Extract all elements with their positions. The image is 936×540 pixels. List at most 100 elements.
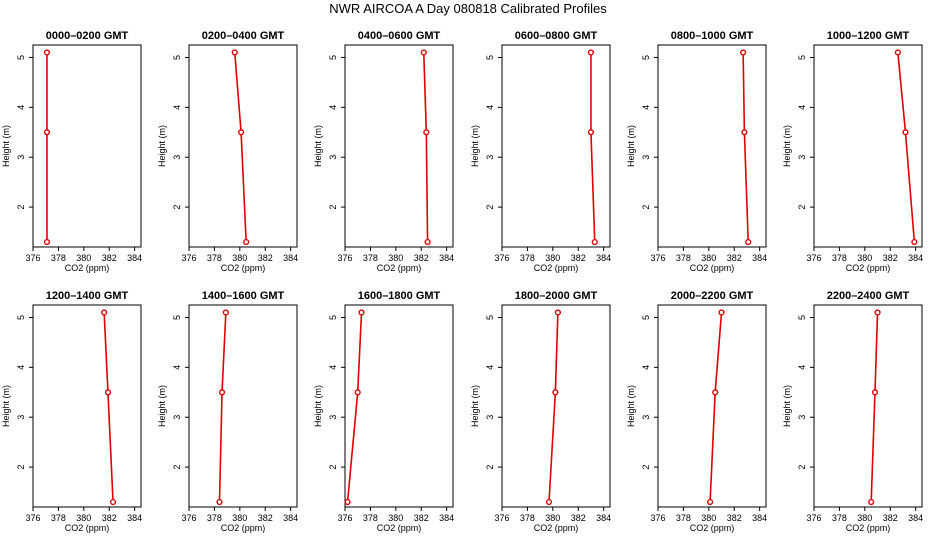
y-axis-label: Height (m) [1,125,11,167]
y-tick-label: 4 [641,365,651,370]
profile-line [897,52,916,243]
data-point [216,498,223,506]
y-tick-label: 4 [328,365,338,370]
y-axis-label: Height (m) [313,125,323,167]
data-point [231,49,238,56]
x-tick-label: 376 [494,253,509,263]
x-tick-label: 380 [857,253,872,263]
y-tick-label: 2 [641,205,651,210]
x-tick-label: 378 [363,253,378,263]
data-point [420,49,427,56]
plot-frame [813,304,923,508]
y-tick-label: 4 [641,105,651,110]
panel-title: 2200–2400 GMT [827,290,910,302]
plot-frame [501,44,611,248]
data-point [354,389,361,396]
x-tick-label: 384 [439,253,454,263]
x-tick-label: 376 [25,513,40,523]
plot-frame [657,44,767,248]
data-point [43,238,51,246]
y-tick-label: 2 [328,465,338,470]
y-tick-label: 2 [485,205,495,210]
x-tick-label: 380 [232,253,247,263]
x-tick-label: 382 [414,253,429,263]
profile-panel: 1000–1200 GMT 376 378 380 382 384 2 3 4 5 CO2 (ppm… [782,30,923,273]
profile-panel: 2200–2400 GMT 376 378 380 382 384 2 3 4 5 CO2 (ppm… [782,290,923,533]
x-tick-label: 382 [727,253,742,263]
y-axis-label: Height (m) [470,385,480,427]
x-axis-label: CO2 (ppm) [221,523,266,533]
data-point [874,309,881,316]
plot-frame [188,44,298,248]
data-point [423,129,430,136]
y-axis-label: Height (m) [782,125,792,167]
y-axis-label: Height (m) [1,385,11,427]
profile-panel: 1200–1400 GMT 376 378 380 382 384 2 3 4 5 CO2 (ppm… [1,290,142,533]
x-tick-label: 380 [388,253,403,263]
y-tick-label: 2 [172,465,182,470]
y-tick-label: 5 [16,315,26,320]
x-tick-label: 376 [494,513,509,523]
y-tick-label: 3 [797,155,807,160]
y-tick-label: 2 [485,465,495,470]
x-tick-label: 380 [388,513,403,523]
data-point [587,49,595,56]
x-tick-label: 376 [650,253,665,263]
y-tick-label: 2 [797,465,807,470]
x-tick-label: 380 [701,253,716,263]
panel-title: 0000–0200 GMT [46,30,129,42]
x-axis-label: CO2 (ppm) [846,523,891,533]
y-tick-label: 3 [172,415,182,420]
y-tick-label: 4 [172,105,182,110]
x-tick-label: 376 [25,253,40,263]
profile-line [870,312,879,503]
x-tick-label: 378 [676,253,691,263]
x-axis-label: CO2 (ppm) [534,263,579,273]
y-tick-label: 5 [16,55,26,60]
y-tick-label: 4 [797,105,807,110]
y-axis-label: Height (m) [157,385,167,427]
y-axis-label: Height (m) [313,385,323,427]
profile-line [218,312,227,503]
y-tick-label: 4 [16,105,26,110]
data-point [243,238,250,246]
x-tick-label: 376 [181,513,196,523]
y-tick-label: 3 [641,415,651,420]
x-tick-label: 384 [596,513,611,523]
data-point [237,129,245,136]
x-tick-label: 380 [545,513,560,523]
x-tick-label: 382 [258,513,273,523]
profile-panel: 0400–0600 GMT 376 378 380 382 384 2 3 4 5 CO2 (ppm… [313,30,454,273]
y-tick-label: 2 [641,465,651,470]
data-point [344,498,351,506]
profile-panel: 1800–2000 GMT 376 378 380 382 384 2 3 4 5 CO2 (ppm… [470,290,611,533]
x-tick-label: 382 [102,513,117,523]
profile-line [233,52,247,243]
y-axis-label: Height (m) [626,385,636,427]
x-axis-label: CO2 (ppm) [65,263,110,273]
x-tick-label: 376 [181,253,196,263]
data-point [545,498,553,506]
x-tick-label: 382 [883,513,898,523]
data-point [587,129,595,136]
x-tick-label: 380 [232,513,247,523]
y-tick-label: 2 [16,205,26,210]
data-point [740,49,747,56]
plot-frame [344,44,454,248]
y-axis-label: Height (m) [626,125,636,167]
data-point [871,389,879,396]
x-tick-label: 384 [439,513,454,523]
x-tick-label: 382 [727,513,742,523]
x-tick-label: 376 [337,513,352,523]
data-point [718,309,725,316]
panel-title: 0400–0600 GMT [358,30,441,42]
x-tick-label: 380 [701,513,716,523]
x-tick-label: 380 [76,253,91,263]
y-tick-label: 5 [797,55,807,60]
y-tick-label: 4 [16,365,26,370]
y-tick-label: 3 [172,155,182,160]
x-tick-label: 382 [102,253,117,263]
profile-line [742,52,750,243]
data-point [902,129,909,136]
